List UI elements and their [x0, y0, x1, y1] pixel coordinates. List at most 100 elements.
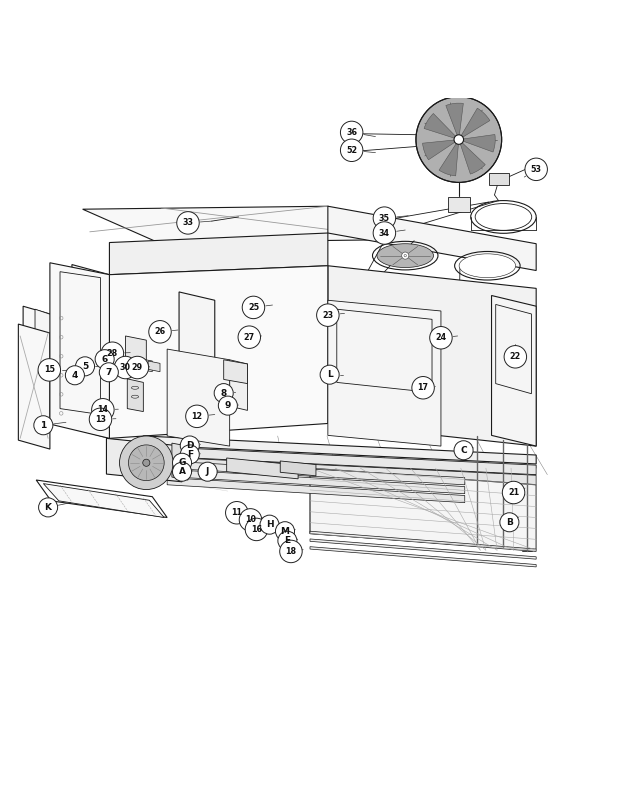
Circle shape [275, 522, 294, 541]
Text: 18: 18 [285, 547, 296, 556]
Circle shape [177, 212, 199, 234]
Wedge shape [424, 113, 459, 139]
Circle shape [143, 460, 150, 467]
Polygon shape [19, 324, 50, 449]
Polygon shape [148, 361, 160, 372]
Text: 34: 34 [379, 229, 390, 237]
Text: 25: 25 [248, 303, 259, 312]
Text: G: G [179, 458, 186, 467]
Circle shape [198, 462, 217, 481]
Polygon shape [107, 438, 182, 482]
Circle shape [89, 408, 112, 430]
Text: 27: 27 [244, 333, 255, 342]
Polygon shape [109, 266, 328, 438]
Wedge shape [446, 103, 463, 139]
Circle shape [149, 320, 171, 343]
Text: 7: 7 [105, 368, 112, 377]
Text: F: F [187, 450, 193, 459]
Polygon shape [328, 206, 536, 271]
Polygon shape [227, 458, 298, 479]
Circle shape [525, 158, 547, 180]
Circle shape [373, 221, 396, 244]
Polygon shape [448, 197, 469, 212]
Text: 28: 28 [107, 349, 118, 358]
Text: K: K [45, 503, 51, 512]
Polygon shape [143, 456, 536, 485]
Circle shape [242, 296, 265, 319]
Circle shape [95, 350, 114, 369]
Text: A: A [179, 467, 185, 476]
Text: 23: 23 [322, 311, 334, 320]
Text: 6: 6 [102, 354, 108, 364]
Circle shape [180, 436, 199, 455]
Polygon shape [172, 443, 188, 480]
Circle shape [218, 396, 237, 415]
Circle shape [239, 509, 262, 531]
Circle shape [502, 481, 525, 504]
Circle shape [128, 445, 164, 481]
Polygon shape [55, 308, 71, 423]
Circle shape [245, 518, 268, 541]
Text: 5: 5 [82, 361, 88, 371]
Circle shape [99, 363, 118, 382]
Text: 1: 1 [40, 421, 46, 430]
Polygon shape [109, 274, 179, 456]
Polygon shape [167, 349, 229, 446]
Text: 21: 21 [508, 488, 519, 497]
Polygon shape [143, 446, 536, 475]
Polygon shape [489, 173, 510, 185]
Wedge shape [459, 139, 485, 174]
Text: 30: 30 [120, 363, 131, 372]
Circle shape [500, 513, 519, 532]
Polygon shape [139, 358, 153, 372]
Text: 15: 15 [44, 365, 55, 374]
Text: L: L [327, 370, 332, 379]
Polygon shape [43, 483, 164, 517]
Text: H: H [266, 520, 273, 529]
Circle shape [412, 377, 435, 399]
Text: 24: 24 [435, 333, 446, 343]
Text: 14: 14 [97, 405, 108, 414]
Wedge shape [459, 108, 490, 139]
Polygon shape [143, 460, 465, 485]
Circle shape [185, 405, 208, 428]
Polygon shape [280, 461, 316, 476]
Circle shape [454, 441, 473, 460]
Text: J: J [206, 467, 210, 476]
Circle shape [320, 365, 339, 384]
Text: 52: 52 [346, 146, 357, 155]
Circle shape [92, 399, 114, 421]
Circle shape [65, 365, 84, 384]
Ellipse shape [416, 97, 502, 183]
Polygon shape [310, 539, 536, 559]
Text: B: B [506, 518, 513, 527]
Polygon shape [125, 336, 146, 363]
Text: 17: 17 [418, 384, 428, 392]
Text: 53: 53 [531, 165, 542, 174]
Polygon shape [23, 306, 50, 414]
Circle shape [38, 498, 58, 517]
Polygon shape [82, 206, 402, 243]
Circle shape [402, 252, 409, 259]
Circle shape [404, 255, 407, 257]
Polygon shape [167, 478, 465, 502]
Text: 29: 29 [132, 363, 143, 372]
Polygon shape [35, 309, 53, 414]
Circle shape [114, 356, 137, 379]
Polygon shape [127, 379, 143, 411]
Circle shape [454, 134, 464, 144]
Text: 36: 36 [346, 128, 357, 137]
Ellipse shape [377, 244, 433, 267]
Text: D: D [186, 441, 193, 450]
Ellipse shape [459, 254, 516, 278]
Text: E: E [285, 536, 290, 545]
Text: 9: 9 [224, 401, 231, 410]
Circle shape [226, 501, 248, 524]
Circle shape [76, 357, 94, 376]
Circle shape [340, 121, 363, 144]
Circle shape [340, 139, 363, 161]
Circle shape [101, 342, 123, 365]
Polygon shape [50, 263, 109, 438]
Circle shape [180, 445, 199, 464]
Polygon shape [492, 296, 536, 446]
